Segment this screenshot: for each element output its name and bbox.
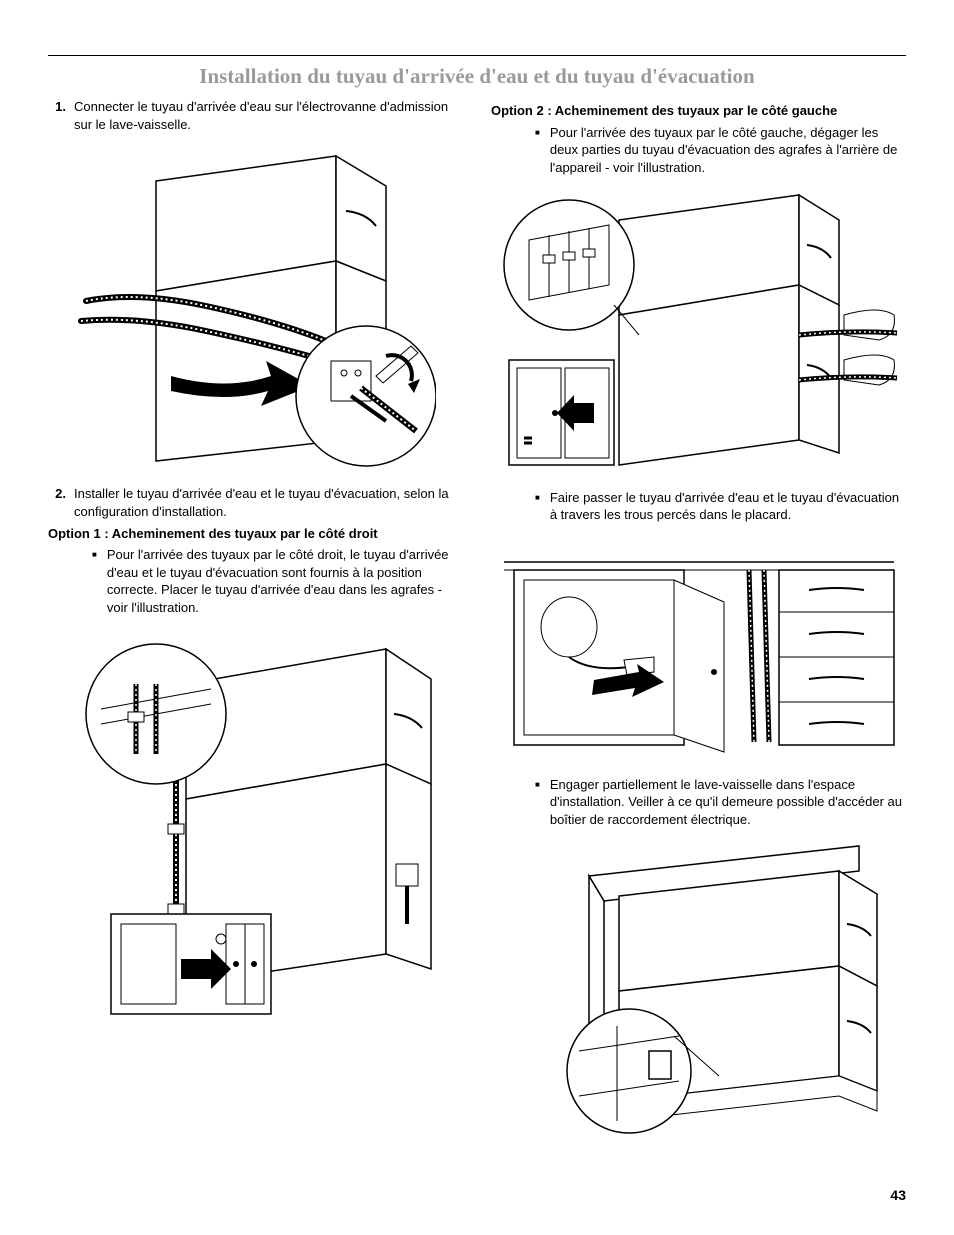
option-2-heading: Option 2 : Acheminement des tuyaux par l…: [491, 102, 906, 120]
bullet-square-icon: ■: [92, 546, 97, 616]
bullet-square-icon: ■: [535, 776, 540, 829]
bullet-square-icon: ■: [535, 124, 540, 177]
option-2-bullet-2-text: Faire passer le tuyau d'arrivée d'eau et…: [550, 489, 906, 524]
step-1-number: 1.: [48, 98, 66, 133]
step-2-text: Installer le tuyau d'arrivée d'eau et le…: [74, 485, 463, 520]
right-column: Option 2 : Acheminement des tuyaux par l…: [491, 98, 906, 1150]
step-1: 1. Connecter le tuyau d'arrivée d'eau su…: [48, 98, 463, 133]
option-2-bullet-1: ■ Pour l'arrivée des tuyaux par le côté …: [535, 124, 906, 177]
connect-inlet-valve-illustration: [76, 141, 436, 471]
option-2-bullet-3-text: Engager partiellement le lave-vaisselle …: [550, 776, 906, 829]
page-title: Installation du tuyau d'arrivée d'eau et…: [48, 62, 906, 90]
bullet-square-icon: ■: [535, 489, 540, 524]
option-2-bullet-1-text: Pour l'arrivée des tuyaux par le côté ga…: [550, 124, 906, 177]
left-side-release-clips-illustration: [499, 185, 899, 475]
option-1-bullet: ■ Pour l'arrivée des tuyaux par le côté …: [92, 546, 463, 616]
left-column: 1. Connecter le tuyau d'arrivée d'eau su…: [48, 98, 463, 1150]
option-2-bullet-2: ■ Faire passer le tuyau d'arrivée d'eau …: [535, 489, 906, 524]
option-2-bullet-3: ■ Engager partiellement le lave-vaissell…: [535, 776, 906, 829]
top-rule: [48, 55, 906, 56]
two-column-layout: 1. Connecter le tuyau d'arrivée d'eau su…: [48, 98, 906, 1150]
option-1-heading: Option 1 : Acheminement des tuyaux par l…: [48, 525, 463, 543]
right-side-routing-illustration: [76, 624, 436, 1024]
step-2-number: 2.: [48, 485, 66, 520]
option-1-bullet-text: Pour l'arrivée des tuyaux par le côté dr…: [107, 546, 463, 616]
slide-into-cabinet-illustration: [509, 836, 889, 1136]
page-number: 43: [890, 1186, 906, 1205]
route-through-cabinet-illustration: [499, 532, 899, 762]
step-2: 2. Installer le tuyau d'arrivée d'eau et…: [48, 485, 463, 520]
step-1-text: Connecter le tuyau d'arrivée d'eau sur l…: [74, 98, 463, 133]
